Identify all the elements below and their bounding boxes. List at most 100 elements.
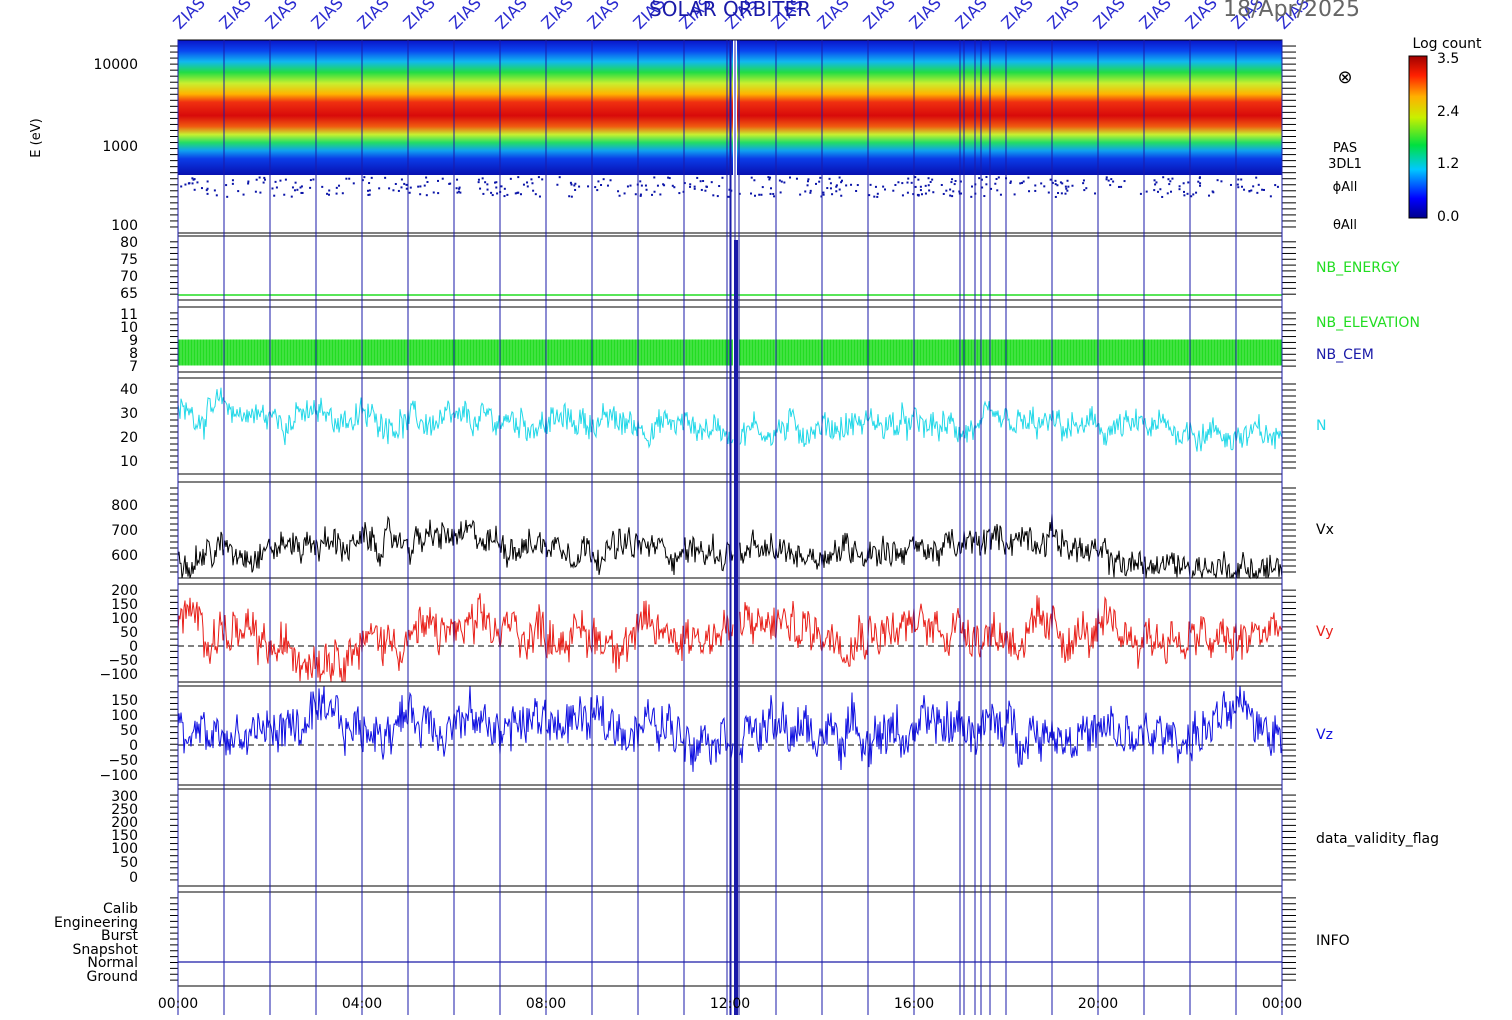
spectrogram-speckle	[640, 184, 643, 187]
spectrogram-speckle	[335, 186, 338, 189]
spectrogram-speckle	[481, 177, 484, 180]
spectrogram-speckle	[1117, 185, 1120, 188]
spectrogram-speckle	[455, 187, 458, 190]
spectrogram-speckle	[1139, 192, 1142, 195]
spectrogram-speckle	[192, 178, 195, 181]
spectrogram-speckle	[1155, 181, 1158, 184]
spectrogram-speckle	[254, 190, 257, 193]
spectrogram-speckle	[193, 188, 196, 191]
spectrogram-speckle	[1197, 180, 1200, 183]
spectrogram-speckle	[1186, 192, 1189, 195]
x-tick-label: 16:00	[894, 996, 934, 1012]
nb-energy-ytick: 75	[120, 252, 138, 268]
top-time-label: ZIAS	[997, 0, 1036, 33]
top-time-label: ZIAS	[399, 0, 438, 33]
spectrogram-speckle	[496, 192, 499, 195]
spectrogram-speckle	[291, 186, 294, 189]
spectrogram-speckle	[1216, 179, 1219, 182]
spectrogram-speckle	[618, 194, 621, 197]
spectrogram-speckle	[1109, 184, 1112, 187]
spectrogram-speckle	[780, 180, 783, 183]
spectrogram-speckle	[1107, 179, 1110, 182]
spectrogram-speckle	[271, 187, 274, 190]
spectrogram-speckle	[705, 185, 708, 188]
validity-ytick: 0	[129, 870, 138, 886]
spectrogram-speckle	[1250, 189, 1253, 192]
spectrogram-speckle	[587, 185, 590, 188]
spectrogram-speckle	[405, 183, 408, 186]
spectrogram-speckle	[807, 178, 810, 181]
spectrogram-speckle	[950, 181, 953, 184]
spectrogram-speckle	[309, 186, 312, 189]
validity-ytick: 250	[111, 802, 138, 818]
spectrogram-speckle	[945, 189, 948, 192]
spectrogram-speckle	[484, 181, 487, 184]
spectrogram-speckle	[927, 184, 930, 187]
spectrogram-speckle	[255, 178, 258, 181]
validity-label: data_validity_flag	[1316, 831, 1439, 847]
spectrogram-speckle	[1198, 177, 1201, 180]
spectrogram-speckle	[367, 189, 370, 192]
spectrogram-speckle	[906, 181, 909, 184]
spectrogram-speckle	[683, 182, 686, 185]
spectrogram-speckle	[578, 185, 581, 188]
spectrogram-speckle	[1094, 192, 1097, 195]
spectrogram-speckle	[1256, 191, 1259, 194]
spectrogram-speckle	[231, 179, 234, 182]
spectrogram-speckle	[1237, 178, 1240, 181]
nb-elevation-ytick: 9	[129, 333, 138, 349]
spectrogram-speckle	[884, 188, 887, 191]
spectrogram-speckle	[367, 193, 370, 196]
spectrogram-speckle	[932, 191, 935, 194]
spectrogram-speckle	[822, 191, 825, 194]
spectrogram-speckle	[809, 189, 812, 192]
spectrogram-speckle	[673, 186, 676, 189]
spectrogram-speckle	[629, 184, 632, 187]
spectrogram-speckle	[534, 193, 537, 196]
spectrogram-speckle	[942, 192, 945, 195]
spectrogram-speckle	[495, 186, 498, 189]
spectrogram-speckle	[981, 186, 984, 189]
spectrogram-speckle	[699, 180, 702, 183]
spectrogram-ytick: 100	[111, 218, 138, 234]
spectrogram-speckle	[1171, 177, 1174, 180]
spectrogram-speckle	[597, 180, 600, 183]
spectrogram-speckle	[623, 192, 626, 195]
spectrogram-speckle	[309, 179, 312, 182]
spectrogram-speckle	[1061, 182, 1064, 185]
spectrogram-speckle	[570, 195, 573, 198]
spectrogram-speckle	[1083, 189, 1086, 192]
spectrogram-speckle	[1034, 189, 1037, 192]
info-category: Engineering	[54, 915, 138, 931]
spectrogram-speckle	[300, 191, 303, 194]
spectrogram-speckle	[920, 193, 923, 196]
spectrogram-speckle	[458, 186, 461, 189]
spectrogram-speckle	[568, 195, 571, 198]
spectrogram-speckle	[840, 179, 843, 182]
spectrogram-speckle	[829, 182, 832, 185]
spectrogram-speckle	[419, 185, 422, 188]
spectrogram-speckle	[795, 177, 798, 180]
spectrogram-speckle	[275, 186, 278, 189]
spectrogram-speckle	[274, 180, 277, 183]
spectrogram-speckle	[361, 179, 364, 182]
spectrogram-speckle	[531, 182, 534, 185]
spectrogram-speckle	[818, 180, 821, 183]
spectrogram-panel: E (eV) 10000 1000 100 ⊗ PAS 3DL1 ϕAll θA…	[29, 40, 1362, 235]
spectrogram-speckle	[840, 181, 843, 184]
nb-energy-label: NB_ENERGY	[1316, 260, 1400, 276]
spectrogram-speckle	[191, 177, 194, 180]
top-time-label: ZIAS	[445, 0, 484, 33]
spectrogram-speckle	[693, 185, 696, 188]
spectrogram-speckle	[273, 194, 276, 197]
colorbar: Log count 3.5 2.4 1.2 0.0	[1408, 36, 1482, 225]
spectrogram-speckle	[519, 193, 522, 196]
spectrogram-speckle	[184, 183, 187, 186]
spectrogram-speckle	[432, 191, 435, 194]
spectrogram-speckle	[491, 194, 494, 197]
spectrogram-speckle	[876, 195, 879, 198]
spectrogram-speckle	[914, 185, 917, 188]
spectrogram-speckle	[368, 189, 371, 192]
nb-energy-ytick: 65	[120, 286, 138, 302]
